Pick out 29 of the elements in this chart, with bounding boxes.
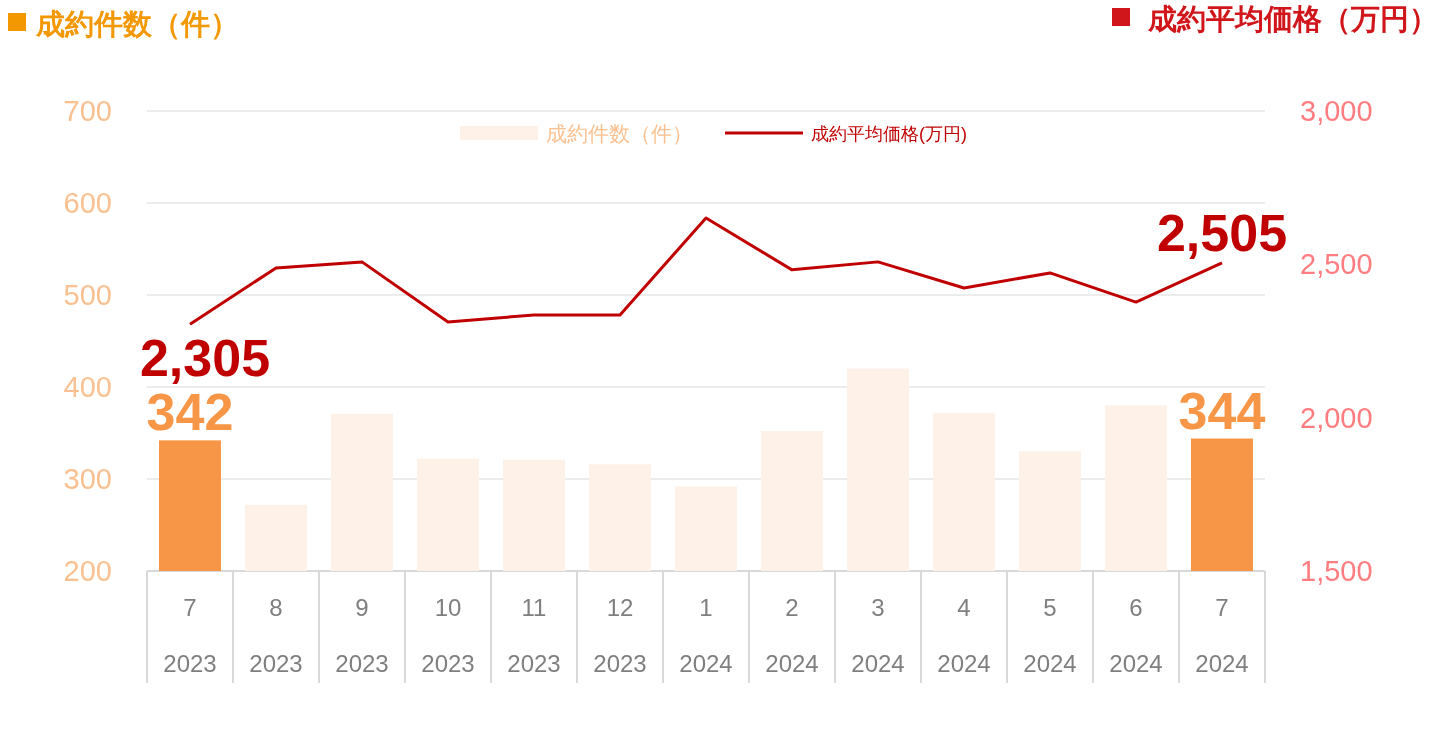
category-label: 9 2023: [335, 594, 389, 677]
category-label: 7 2024: [1195, 594, 1249, 677]
y-axis-title: 成約件数（件）: [35, 8, 239, 40]
category-label: 2 2024: [765, 594, 819, 677]
y2-tick-label: 2,500: [1300, 248, 1373, 281]
y2-tick-label: 2,000: [1300, 401, 1373, 434]
y-tick-label: 400: [63, 371, 112, 403]
category-label: 4 2024: [937, 594, 991, 677]
y-tick-label: 600: [63, 187, 112, 219]
y2-axis-title: 成約平均価格（万円）: [1147, 3, 1438, 35]
category-label: 12 2023: [593, 594, 647, 677]
y-tick-label: 700: [63, 95, 112, 127]
category-label: 6 2024: [1109, 594, 1163, 677]
y2-tick-label: 1,500: [1300, 555, 1373, 587]
data-label: 2,505: [1156, 203, 1288, 262]
category-label: 10 2023: [421, 594, 475, 677]
legend-label: 成約平均価格(万円): [811, 124, 967, 144]
category-label: 8 2023: [249, 594, 303, 677]
y-tick-label: 300: [63, 463, 112, 495]
category-label: 11 2023: [507, 594, 561, 677]
category-label: 7 2023: [163, 594, 217, 677]
y-tick-label: 500: [63, 279, 112, 311]
category-label: 5 2024: [1023, 594, 1077, 677]
category-label: 1 2024: [679, 594, 733, 677]
category-label: 3 2024: [851, 594, 905, 677]
y-tick-label: 200: [63, 555, 112, 587]
data-label: 344: [1178, 381, 1266, 440]
legend-label: 成約件数（件）: [546, 122, 693, 145]
y2-tick-label: 3,000: [1300, 95, 1373, 127]
